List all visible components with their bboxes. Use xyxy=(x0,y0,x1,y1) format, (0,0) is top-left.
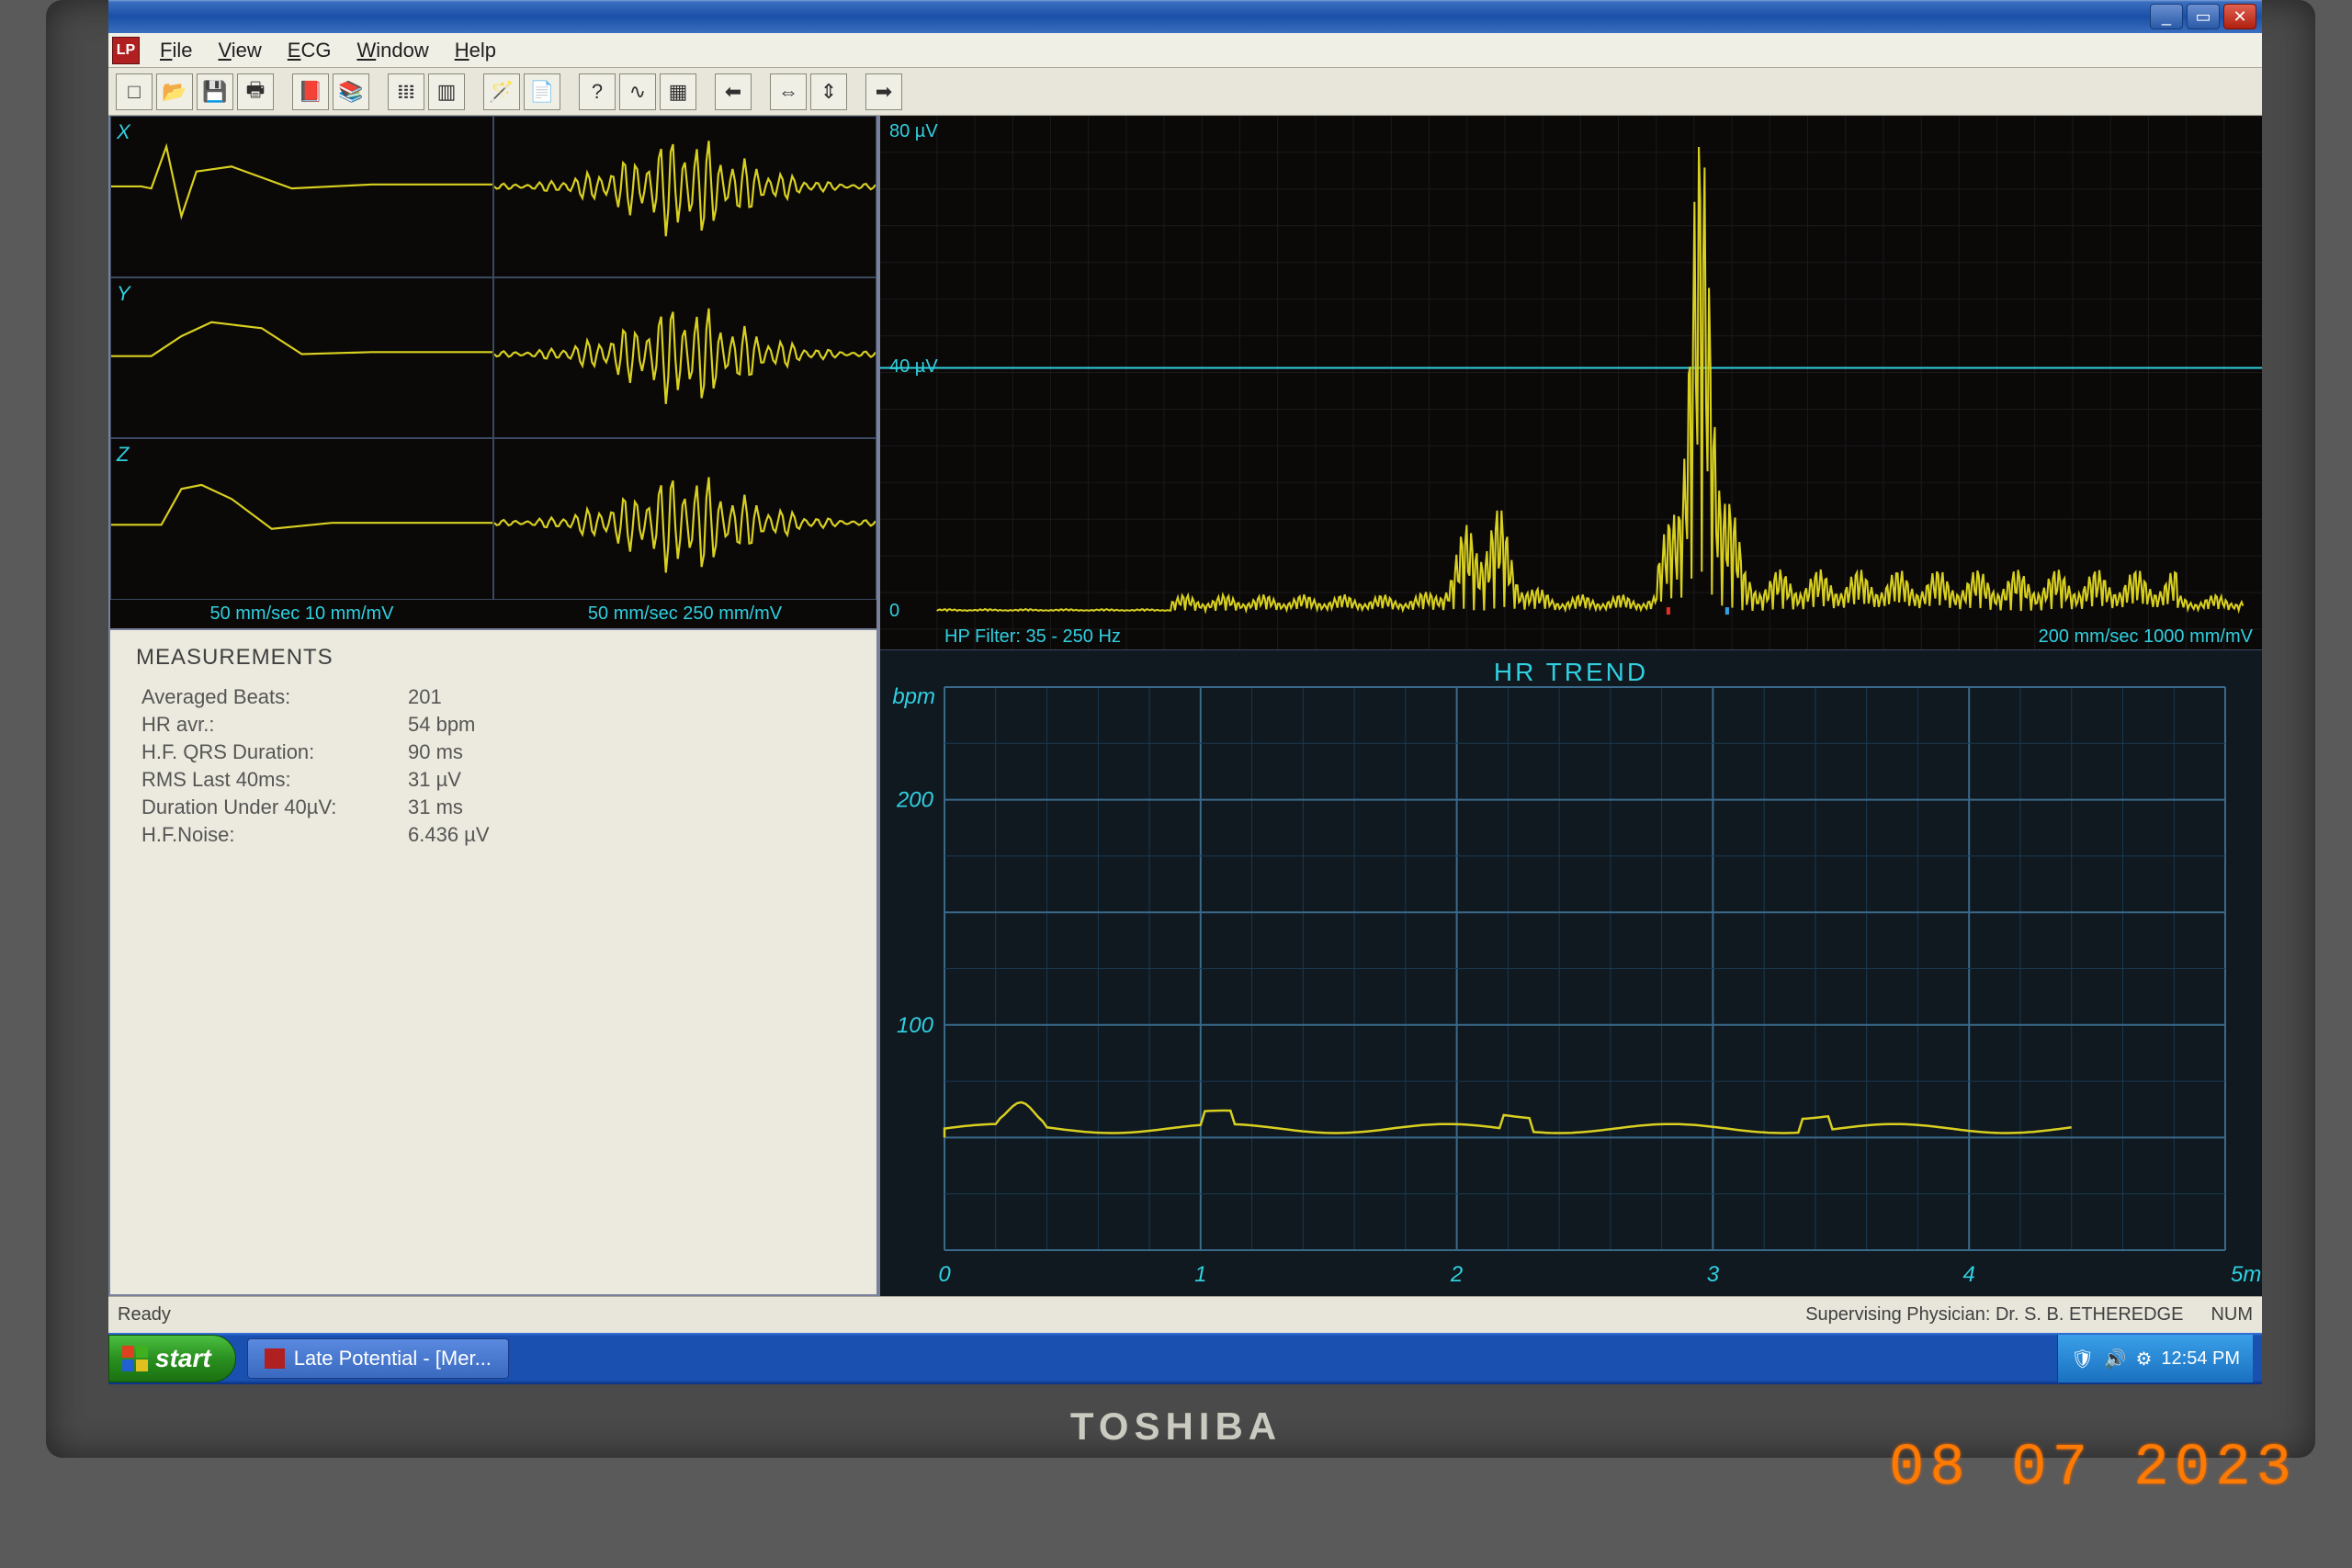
open-icon[interactable]: 📂 xyxy=(156,73,193,110)
measurement-value: 54 bpm xyxy=(408,713,475,737)
measurement-label: RMS Last 40ms: xyxy=(141,768,408,792)
filter-label: HP Filter: 35 - 250 Hz xyxy=(944,626,1121,648)
measurement-row: RMS Last 40ms:31 µV xyxy=(129,766,858,794)
menu-window[interactable]: Window xyxy=(344,35,441,66)
app-logo-icon: LP xyxy=(112,37,140,64)
books-icon[interactable]: 📚 xyxy=(333,73,369,110)
menu-file[interactable]: File xyxy=(147,35,205,66)
averaged-waveform-panel[interactable]: 80 µV 40 µV 0 HP Filter: 35 - 250 Hz 200… xyxy=(880,116,2262,650)
svg-text:200: 200 xyxy=(896,788,934,813)
system-tray[interactable]: 🛡 🔊 ⚙ 12:54 PM xyxy=(2057,1335,2253,1382)
windows-logo-icon xyxy=(122,1346,148,1371)
lead-label: X xyxy=(117,120,130,144)
grid-icon[interactable]: ▥ xyxy=(428,73,465,110)
close-button[interactable]: ✕ xyxy=(2223,4,2256,29)
content-area: X Y Z 50 mm/sec 10 mm/mV50 mm/sec 250 mm/mV… xyxy=(108,116,2262,1296)
svg-text:2: 2 xyxy=(1450,1262,1463,1287)
save-icon[interactable]: 💾 xyxy=(197,73,233,110)
measurement-label: HR avr.: xyxy=(141,713,408,737)
start-button[interactable]: start xyxy=(108,1335,236,1382)
measurement-label: H.F.Noise: xyxy=(141,823,408,847)
app-statusbar: Ready Supervising Physician: Dr. S. B. E… xyxy=(108,1296,2262,1333)
lead-label: Z xyxy=(117,443,129,467)
status-ready: Ready xyxy=(118,1304,171,1325)
svg-text:bpm: bpm xyxy=(892,684,935,709)
gridview-icon[interactable]: ▦ xyxy=(660,73,696,110)
tray-clock: 12:54 PM xyxy=(2161,1348,2240,1370)
lead-raw-y[interactable]: Y xyxy=(110,277,493,439)
measurement-value: 31 µV xyxy=(408,768,461,792)
laptop-brand: TOSHIBA xyxy=(1070,1404,1282,1449)
maximize-button[interactable]: ▭ xyxy=(2187,4,2220,29)
svg-text:100: 100 xyxy=(897,1013,934,1038)
toolbar: □📂💾🖶 📕📚 𝍖▥ 🪄📄?∿▦ ⬅ ⇔⇕ ➡ xyxy=(108,68,2262,116)
fit-icon[interactable]: ⇔ xyxy=(770,73,807,110)
book-icon[interactable]: 📕 xyxy=(292,73,329,110)
forward-icon[interactable]: ➡ xyxy=(865,73,902,110)
start-label: start xyxy=(155,1344,211,1373)
svg-text:4: 4 xyxy=(1963,1262,1975,1287)
wand-icon[interactable]: 🪄 xyxy=(483,73,520,110)
measurement-row: HR avr.:54 bpm xyxy=(129,711,858,739)
lead-right-scale: 50 mm/sec 250 mm/mV xyxy=(493,600,876,628)
tray-icon[interactable]: 🔊 xyxy=(2104,1348,2127,1371)
center-icon[interactable]: ⇕ xyxy=(810,73,847,110)
svg-text:5min: 5min xyxy=(2231,1262,2262,1287)
app-window: _ ▭ ✕ LP FileViewECGWindowHelp □📂💾🖶 📕📚 𝍖▥ 🪄… xyxy=(108,0,2262,1384)
back-icon[interactable]: ⬅ xyxy=(715,73,752,110)
hr-trend-panel[interactable]: bpm 200 100 0 1 2 3 4 5min HR TREND xyxy=(880,650,2262,1296)
lead-filtered-y[interactable] xyxy=(493,277,876,439)
measurement-row: H.F.Noise:6.436 µV xyxy=(129,821,858,849)
hr-trend-title: HR TREND xyxy=(1494,658,1648,687)
measurement-label: H.F. QRS Duration: xyxy=(141,740,408,764)
measurement-value: 31 ms xyxy=(408,795,463,819)
measurement-value: 201 xyxy=(408,685,442,709)
taskbar-app-button[interactable]: Late Potential - [Mer... xyxy=(247,1338,509,1379)
svg-text:1: 1 xyxy=(1194,1262,1206,1287)
lead-grid: X Y Z 50 mm/sec 10 mm/mV50 mm/sec 250 mm/mV xyxy=(108,116,878,630)
big-wave-zero-label: 0 xyxy=(889,601,899,622)
measurements-title: MEASUREMENTS xyxy=(136,645,858,671)
minimize-button[interactable]: _ xyxy=(2150,4,2183,29)
help-icon[interactable]: ? xyxy=(579,73,616,110)
taskbar-app-icon xyxy=(265,1348,285,1369)
windows-taskbar: start Late Potential - [Mer... 🛡 🔊 ⚙ 12:… xyxy=(108,1333,2262,1384)
sliders-icon[interactable]: 𝍖 xyxy=(388,73,424,110)
measurement-label: Duration Under 40µV: xyxy=(141,795,408,819)
menu-view[interactable]: View xyxy=(205,35,274,66)
measurement-value: 6.436 µV xyxy=(408,823,490,847)
measurement-row: Averaged Beats:201 xyxy=(129,683,858,711)
status-physician: Supervising Physician: Dr. S. B. ETHERED… xyxy=(1805,1304,2183,1325)
status-num-lock: NUM xyxy=(2211,1304,2253,1325)
taskbar-app-label: Late Potential - [Mer... xyxy=(294,1347,492,1371)
svg-text:3: 3 xyxy=(1707,1262,1720,1287)
measurement-value: 90 ms xyxy=(408,740,463,764)
lead-left-scale: 50 mm/sec 10 mm/mV xyxy=(110,600,493,628)
tray-icon[interactable]: ⚙ xyxy=(2135,1348,2152,1371)
measurement-label: Averaged Beats: xyxy=(141,685,408,709)
menu-ecg[interactable]: ECG xyxy=(275,35,345,66)
lead-raw-x[interactable]: X xyxy=(110,116,493,277)
measurements-panel: MEASUREMENTS Averaged Beats:201HR avr.:5… xyxy=(108,630,878,1296)
wave-icon[interactable]: ∿ xyxy=(619,73,656,110)
new-icon[interactable]: □ xyxy=(116,73,153,110)
print-icon[interactable]: 🖶 xyxy=(237,73,274,110)
photo-timestamp: 08 07 2023 xyxy=(1889,1436,2297,1502)
svg-text:0: 0 xyxy=(938,1262,951,1287)
lead-filtered-z[interactable] xyxy=(493,438,876,600)
measurement-row: H.F. QRS Duration:90 ms xyxy=(129,739,858,766)
tray-icon[interactable]: 🛡 xyxy=(2071,1348,2094,1371)
lead-filtered-x[interactable] xyxy=(493,116,876,277)
lead-raw-z[interactable]: Z xyxy=(110,438,493,600)
measurement-row: Duration Under 40µV:31 ms xyxy=(129,794,858,821)
titlebar: _ ▭ ✕ xyxy=(108,0,2262,33)
menu-help[interactable]: Help xyxy=(442,35,509,66)
page-icon[interactable]: 📄 xyxy=(524,73,560,110)
lead-label: Y xyxy=(117,282,130,306)
big-wave-top-label: 80 µV xyxy=(889,121,938,142)
big-wave-scale-label: 200 mm/sec 1000 mm/mV xyxy=(2039,626,2253,648)
menubar: LP FileViewECGWindowHelp xyxy=(108,33,2262,68)
big-wave-mid-label: 40 µV xyxy=(889,356,938,378)
